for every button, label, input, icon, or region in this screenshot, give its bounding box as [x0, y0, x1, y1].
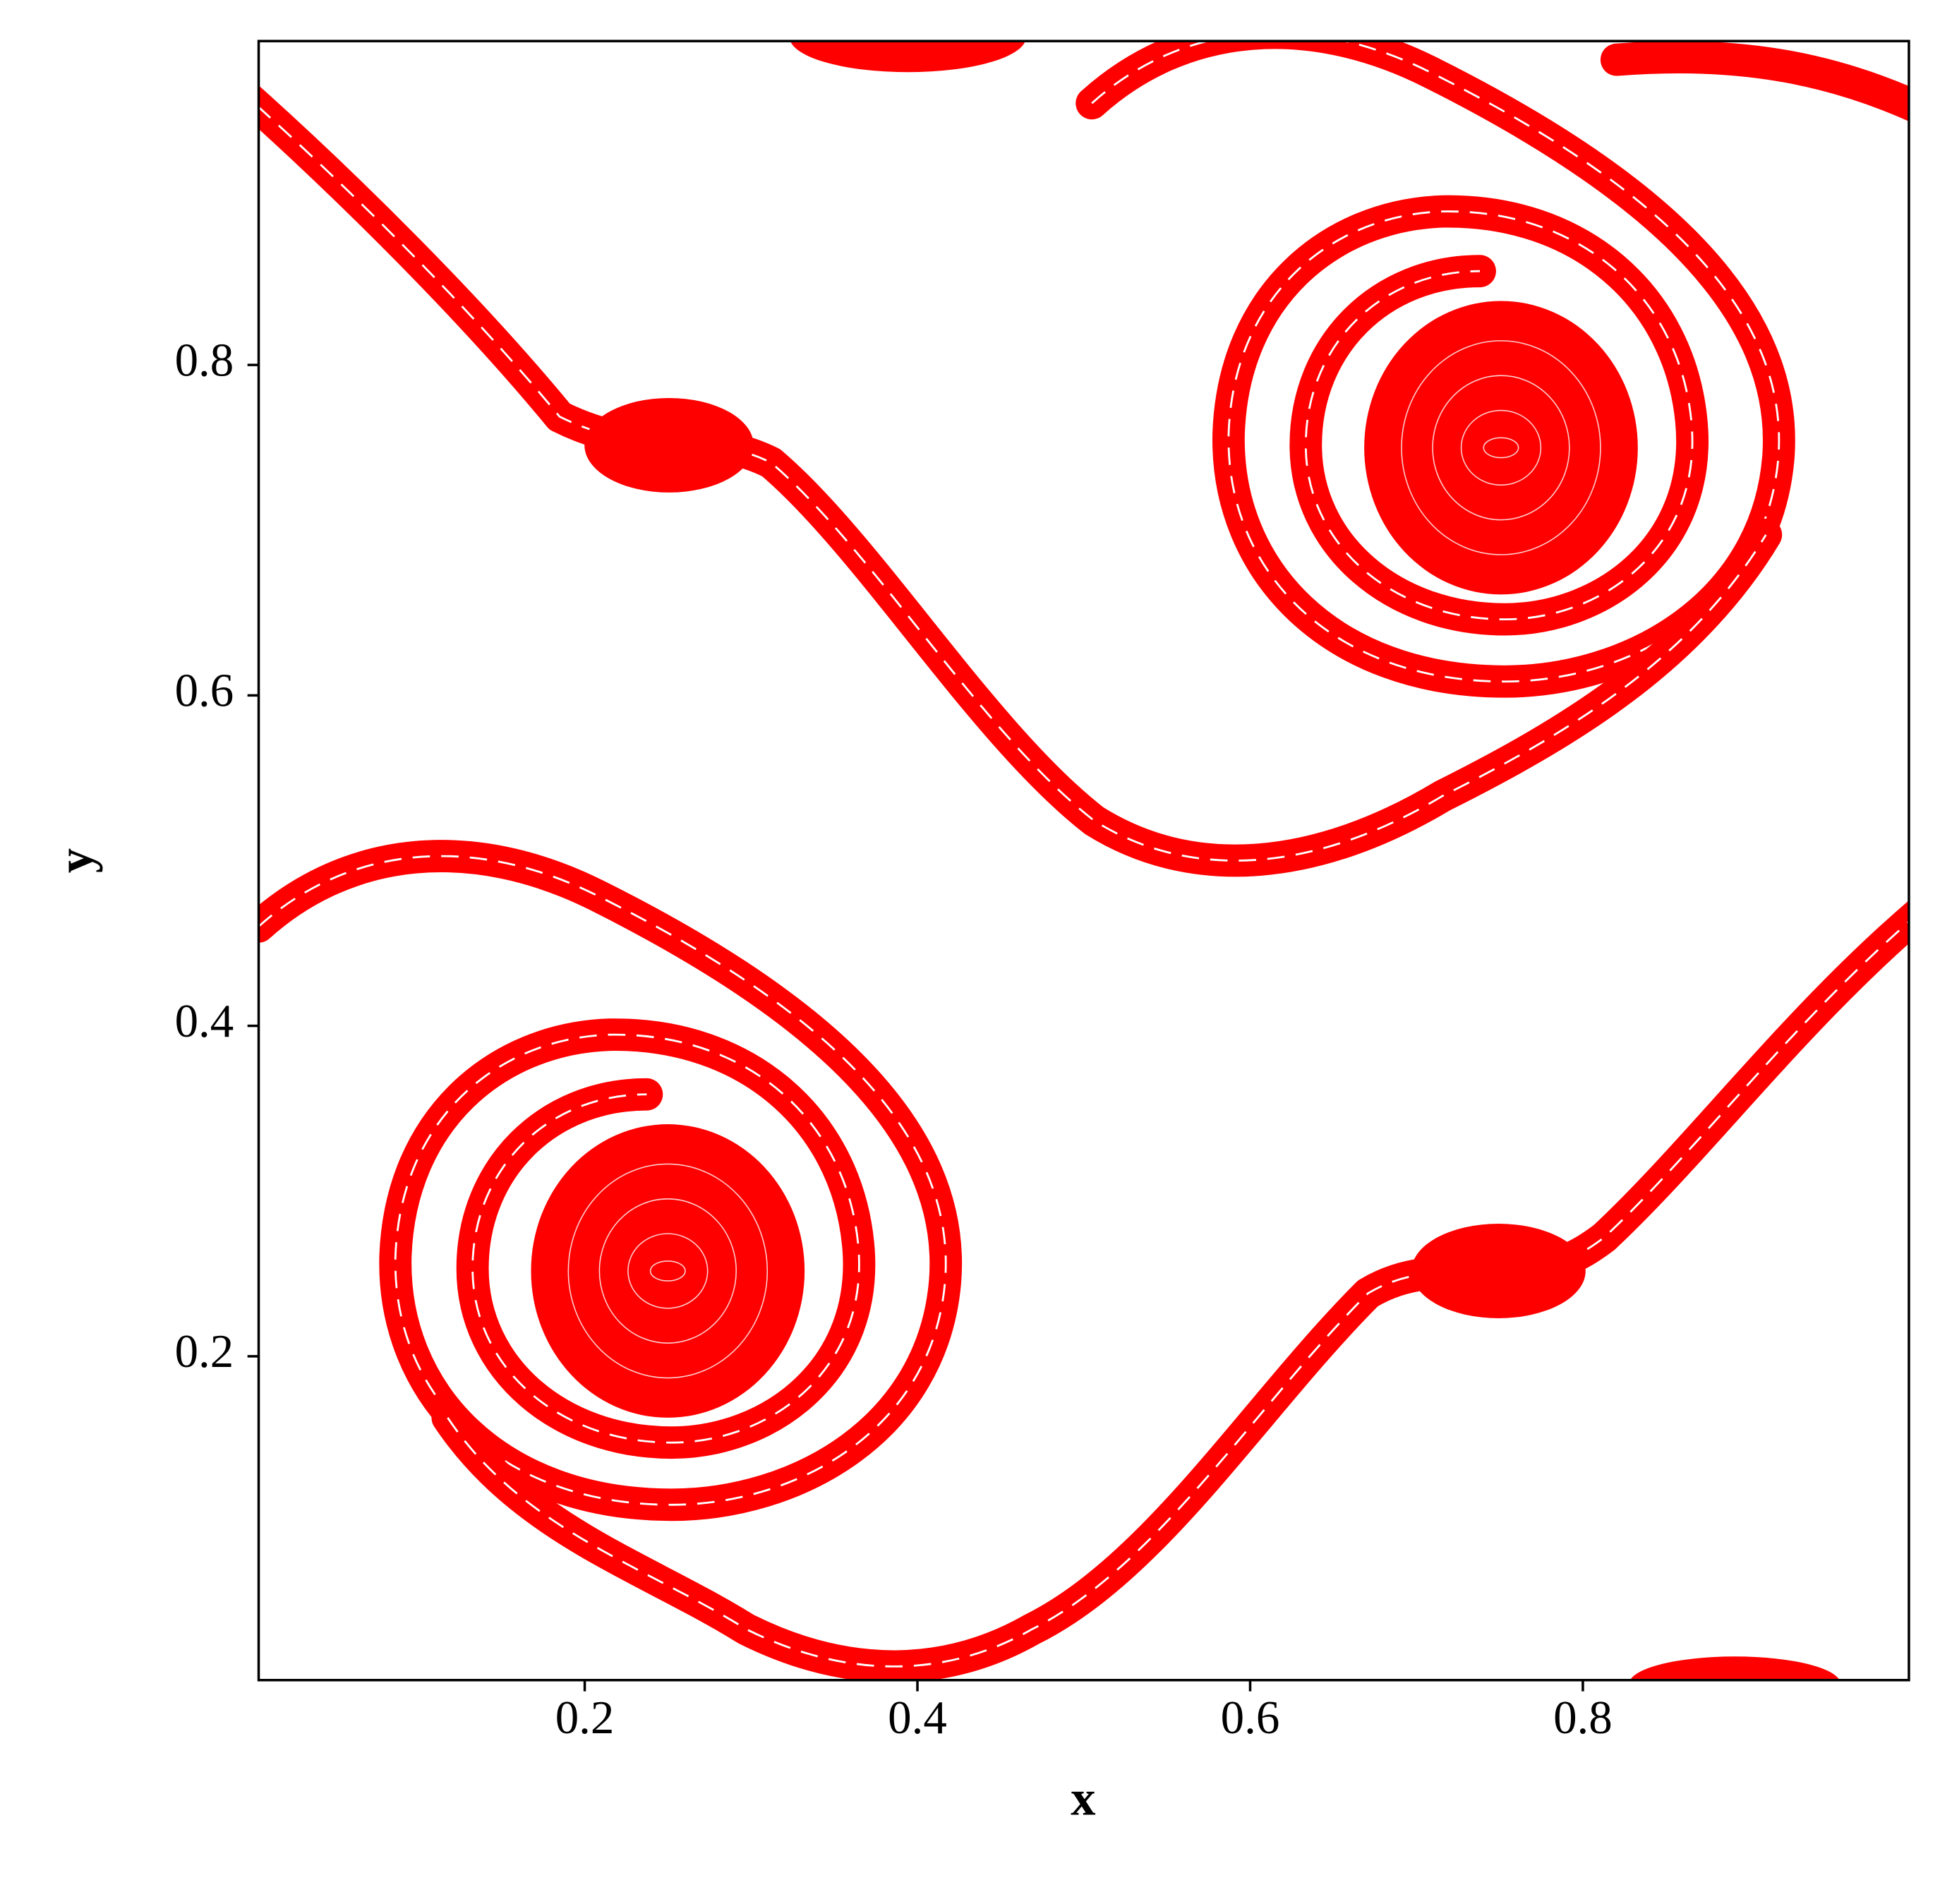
x-tick-label: 0.6 — [1221, 1692, 1280, 1744]
y-tick-label: 0.4 — [175, 995, 234, 1047]
blob — [584, 397, 754, 493]
blob — [1629, 1656, 1840, 1680]
blob — [1411, 1224, 1586, 1318]
vortex-upper — [1092, 33, 1779, 682]
blob — [790, 41, 1025, 73]
x-tick-label: 0.8 — [1553, 1692, 1613, 1744]
y-tick-label: 0.8 — [175, 334, 234, 386]
x-tick-label: 0.4 — [888, 1692, 947, 1744]
x-tick-label: 0.2 — [555, 1692, 615, 1744]
plot-frame — [257, 40, 1910, 1682]
filament-arm — [1600, 41, 1909, 121]
y-axis-label: y — [49, 848, 104, 873]
y-tick-label: 0.6 — [175, 665, 234, 717]
y-tick-label: 0.2 — [175, 1325, 234, 1378]
x-axis-label: x — [1071, 1771, 1095, 1826]
contour-field — [258, 33, 1909, 1680]
vortex-lower — [259, 856, 946, 1505]
